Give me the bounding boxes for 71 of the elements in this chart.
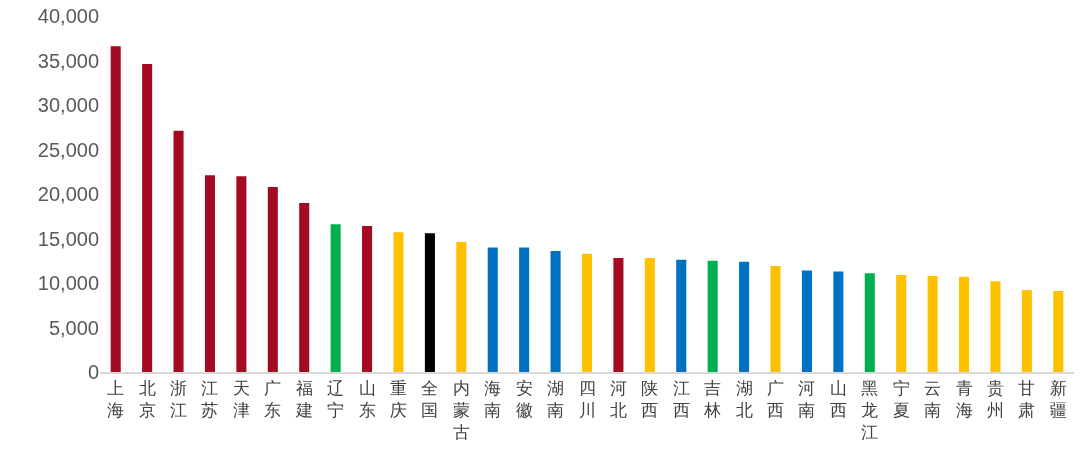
x-tick-label: 陕西 — [641, 378, 659, 421]
x-tick-label: 全国 — [421, 378, 439, 421]
x-tick-label: 江西 — [672, 378, 690, 421]
x-tick-label: 新疆 — [1049, 378, 1067, 421]
bar — [864, 273, 875, 372]
x-tick-label: 广东 — [264, 378, 282, 421]
bar — [519, 247, 530, 372]
x-tick-label: 辽宁 — [327, 378, 345, 421]
bar — [707, 260, 718, 372]
y-tick-label: 0 — [87, 361, 99, 383]
x-tick-label: 天津 — [232, 378, 250, 421]
bar — [990, 281, 1001, 372]
x-tick-label: 河北 — [609, 378, 627, 421]
bar — [424, 233, 435, 372]
bar — [801, 270, 812, 372]
x-tick-label: 山东 — [358, 378, 376, 421]
bar — [739, 261, 750, 372]
x-tick-label: 北京 — [138, 378, 156, 421]
x-tick-label: 贵州 — [986, 378, 1004, 421]
bar — [204, 175, 215, 372]
bar — [267, 186, 278, 372]
x-tick-label: 湖南 — [547, 378, 565, 421]
bar — [613, 258, 624, 372]
x-tick-label: 山西 — [829, 378, 847, 421]
x-tick-label: 黑龙江 — [861, 378, 879, 443]
bar — [362, 226, 373, 372]
x-tick-label: 重庆 — [389, 378, 407, 421]
x-tick-label: 河南 — [798, 378, 816, 421]
y-tick-label: 5,000 — [48, 316, 99, 339]
bar — [927, 275, 938, 372]
bar — [142, 64, 153, 372]
bar — [456, 242, 467, 372]
y-tick-label: 35,000 — [37, 49, 99, 72]
y-tick-label: 30,000 — [37, 94, 99, 116]
x-tick-label: 上海 — [107, 378, 125, 421]
x-tick-label: 云南 — [924, 378, 942, 421]
bar — [581, 253, 593, 372]
x-tick-label: 吉林 — [703, 378, 722, 421]
bar — [1053, 291, 1064, 372]
bar — [110, 46, 121, 372]
bar — [1021, 290, 1032, 372]
bar — [770, 266, 781, 372]
bar — [644, 258, 655, 372]
bar — [487, 247, 498, 372]
bar — [959, 276, 970, 372]
y-tick-label: 15,000 — [37, 227, 99, 250]
x-tick-label: 宁夏 — [892, 378, 910, 421]
x-tick-label: 四川 — [578, 378, 596, 421]
y-tick-label: 40,000 — [37, 5, 99, 27]
bar — [236, 176, 247, 372]
x-tick-label: 福建 — [294, 378, 313, 421]
x-tick-label: 江苏 — [201, 378, 219, 421]
x-tick-label: 内蒙古 — [452, 378, 470, 443]
bar — [833, 271, 844, 372]
y-tick-label: 20,000 — [37, 183, 99, 205]
bar — [173, 130, 184, 372]
y-tick-label: 10,000 — [37, 272, 99, 294]
bar — [550, 250, 561, 372]
bar — [299, 202, 310, 372]
bar — [896, 274, 907, 372]
x-tick-label: 甘肃 — [1018, 378, 1036, 421]
x-tick-label: 安徽 — [515, 378, 533, 421]
x-tick-label: 广西 — [767, 378, 785, 421]
x-tick-label: 湖北 — [735, 378, 753, 421]
x-tick-label: 青海 — [955, 378, 973, 421]
x-tick-label: 海南 — [484, 378, 502, 421]
x-tick-label: 浙江 — [170, 378, 188, 421]
bar — [393, 232, 404, 372]
bar — [330, 224, 341, 372]
bar — [676, 259, 687, 372]
y-tick-label: 25,000 — [37, 138, 99, 161]
